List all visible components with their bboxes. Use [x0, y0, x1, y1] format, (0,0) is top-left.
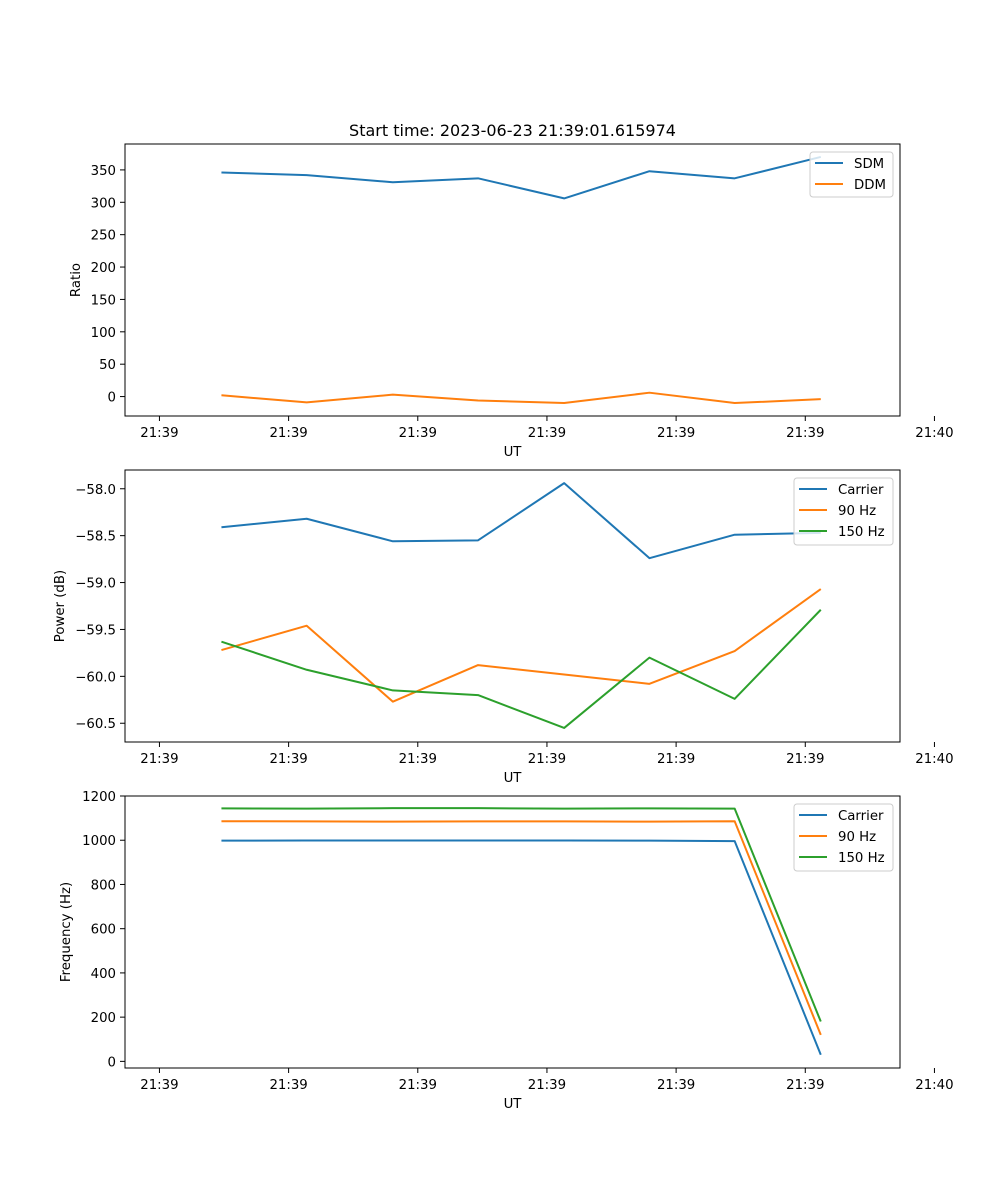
- x-tick-label: 21:40: [915, 752, 953, 767]
- chart-title: Start time: 2023-06-23 21:39:01.615974: [349, 121, 676, 140]
- series-line-150-hz: [221, 609, 822, 729]
- x-tick-label: 21:40: [915, 1078, 953, 1093]
- legend-frame: [793, 803, 894, 872]
- x-axis-label: UT: [504, 445, 523, 460]
- y-tick-label: 0: [108, 391, 116, 406]
- x-tick-label: 21:39: [269, 1078, 307, 1093]
- y-tick-label: 600: [91, 923, 116, 938]
- y-axis-label: Ratio: [69, 263, 84, 297]
- y-tick-label: −58.0: [75, 483, 116, 498]
- y-tick-label: 300: [91, 196, 116, 211]
- y-tick-label: 200: [91, 261, 116, 276]
- legend-frame: [793, 477, 894, 546]
- legend: Carrier 90 Hz 150 Hz: [793, 803, 894, 872]
- y-tick-label: 150: [91, 293, 116, 308]
- y-tick-label: 800: [91, 878, 116, 893]
- legend-label: 150 Hz: [838, 851, 885, 866]
- legend-label: SDM: [854, 157, 884, 172]
- y-tick-label: 50: [99, 358, 116, 373]
- series-line-ddm: [221, 391, 821, 405]
- series-line-90-hz: [221, 820, 822, 1036]
- x-tick-label: 21:39: [786, 752, 824, 767]
- axes-frame: [124, 143, 901, 417]
- x-tick-label: 21:39: [528, 752, 566, 767]
- y-tick-label: −60.0: [75, 670, 116, 685]
- y-tick-label: −59.0: [75, 577, 116, 592]
- x-tick-label: 21:39: [140, 752, 178, 767]
- x-axis-label: UT: [504, 771, 523, 786]
- series-line-sdm: [221, 155, 822, 200]
- series-line-carrier: [221, 839, 822, 1056]
- x-tick-label: 21:39: [657, 1078, 695, 1093]
- panel-1: 21:39 21:39 21:39 21:39 21:39 21:39 21:40 0 50 10…: [69, 143, 954, 460]
- x-tick-label: 21:40: [915, 426, 953, 441]
- legend-label: 90 Hz: [838, 830, 876, 845]
- y-axis-label: Frequency (Hz): [59, 882, 74, 982]
- y-tick-label: 250: [91, 229, 116, 244]
- x-tick-label: 21:39: [399, 1078, 437, 1093]
- legend-label: DDM: [854, 178, 886, 193]
- x-tick-label: 21:39: [140, 1078, 178, 1093]
- legend-label: Carrier: [838, 483, 884, 498]
- x-tick-label: 21:39: [657, 752, 695, 767]
- axes-frame: [124, 795, 901, 1069]
- panel-2: 21:39 21:39 21:39 21:39 21:39 21:39 21:40 −60.5…: [53, 469, 954, 786]
- y-tick-label: 200: [91, 1011, 116, 1026]
- series-line-carrier: [221, 482, 821, 560]
- x-tick-label: 21:39: [657, 426, 695, 441]
- x-tick-label: 21:39: [269, 426, 307, 441]
- x-tick-label: 21:39: [399, 426, 437, 441]
- y-tick-label: 1200: [82, 790, 116, 805]
- x-tick-label: 21:39: [528, 1078, 566, 1093]
- legend: SDM DDM: [809, 151, 894, 198]
- y-tick-label: −58.5: [75, 530, 116, 545]
- y-tick-label: 1000: [82, 834, 116, 849]
- x-tick-label: 21:39: [786, 1078, 824, 1093]
- x-tick-label: 21:39: [269, 752, 307, 767]
- legend: Carrier 90 Hz 150 Hz: [793, 477, 894, 546]
- y-tick-label: −59.5: [75, 623, 116, 638]
- axes-frame: [124, 469, 901, 743]
- x-tick-label: 21:39: [786, 426, 824, 441]
- y-tick-label: −60.5: [75, 717, 116, 732]
- legend-label: 90 Hz: [838, 504, 876, 519]
- series-line-150-hz: [221, 807, 822, 1022]
- x-tick-label: 21:39: [140, 426, 178, 441]
- x-tick-label: 21:39: [399, 752, 437, 767]
- y-tick-label: 100: [91, 326, 116, 341]
- x-tick-label: 21:39: [528, 426, 566, 441]
- y-tick-label: 400: [91, 967, 116, 982]
- panel-3: 21:39 21:39 21:39 21:39 21:39 21:39 21:40 0 200 4…: [59, 790, 954, 1112]
- panels: 21:39 21:39 21:39 21:39 21:39 21:39 21:40 0 50 10…: [53, 143, 954, 1112]
- series-line-90-hz: [221, 588, 822, 703]
- legend-label: Carrier: [838, 809, 884, 824]
- y-tick-label: 350: [91, 164, 116, 179]
- y-axis-label: Power (dB): [53, 570, 68, 642]
- legend-label: 150 Hz: [838, 525, 885, 540]
- x-axis-label: UT: [504, 1097, 523, 1112]
- y-tick-label: 0: [108, 1055, 116, 1070]
